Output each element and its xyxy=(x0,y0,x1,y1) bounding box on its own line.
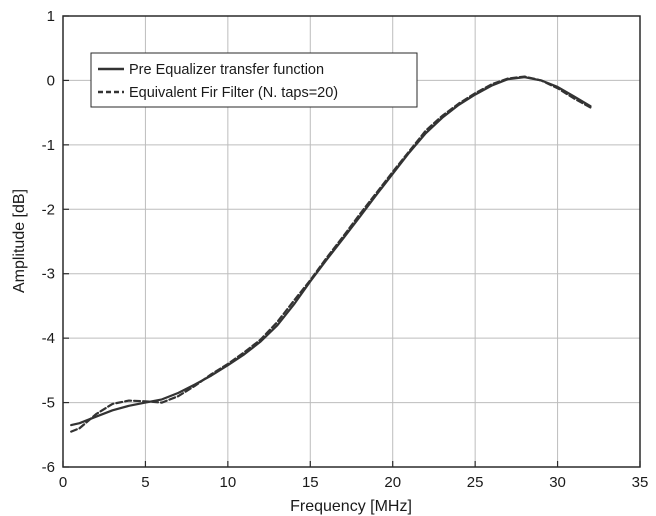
series-layer xyxy=(70,75,592,433)
x-tick-label: 20 xyxy=(384,474,401,491)
x-tick-label: 5 xyxy=(141,474,149,491)
x-tick-label: 35 xyxy=(632,474,649,491)
y-tick-label: -6 xyxy=(42,459,55,476)
y-tick-label: -3 xyxy=(42,266,55,283)
legend-label-series-2: Equivalent Fir Filter (N. taps=20) xyxy=(129,85,338,101)
legend: Pre Equalizer transfer function Equivale… xyxy=(90,52,418,108)
grid-layer xyxy=(62,15,641,468)
x-tick-label: 10 xyxy=(220,474,237,491)
tick-layer: 0 5 10 15 20 25 30 35 -6 -5 -4 -3 -2 -1 0 1 xyxy=(42,8,649,491)
plot-area-frame xyxy=(62,15,641,468)
y-tick-label: 0 xyxy=(47,72,55,89)
x-axis-label: Frequency [MHz] xyxy=(290,498,412,515)
y-axis-label: Amplitude [dB] xyxy=(11,189,28,293)
legend-box xyxy=(90,52,418,108)
legend-label-series-1: Pre Equalizer transfer function xyxy=(129,62,324,78)
y-tick-label: -5 xyxy=(42,395,55,412)
x-tick-label: 30 xyxy=(549,474,566,491)
y-tick-label: 1 xyxy=(47,8,55,25)
y-tick-label: -1 xyxy=(42,137,55,154)
series-line-2 xyxy=(70,75,592,433)
x-tick-label: 25 xyxy=(467,474,484,491)
x-tick-label: 0 xyxy=(59,474,67,491)
y-tick-label: -4 xyxy=(42,330,55,347)
y-tick-label: -2 xyxy=(42,201,55,218)
x-tick-label: 15 xyxy=(302,474,319,491)
